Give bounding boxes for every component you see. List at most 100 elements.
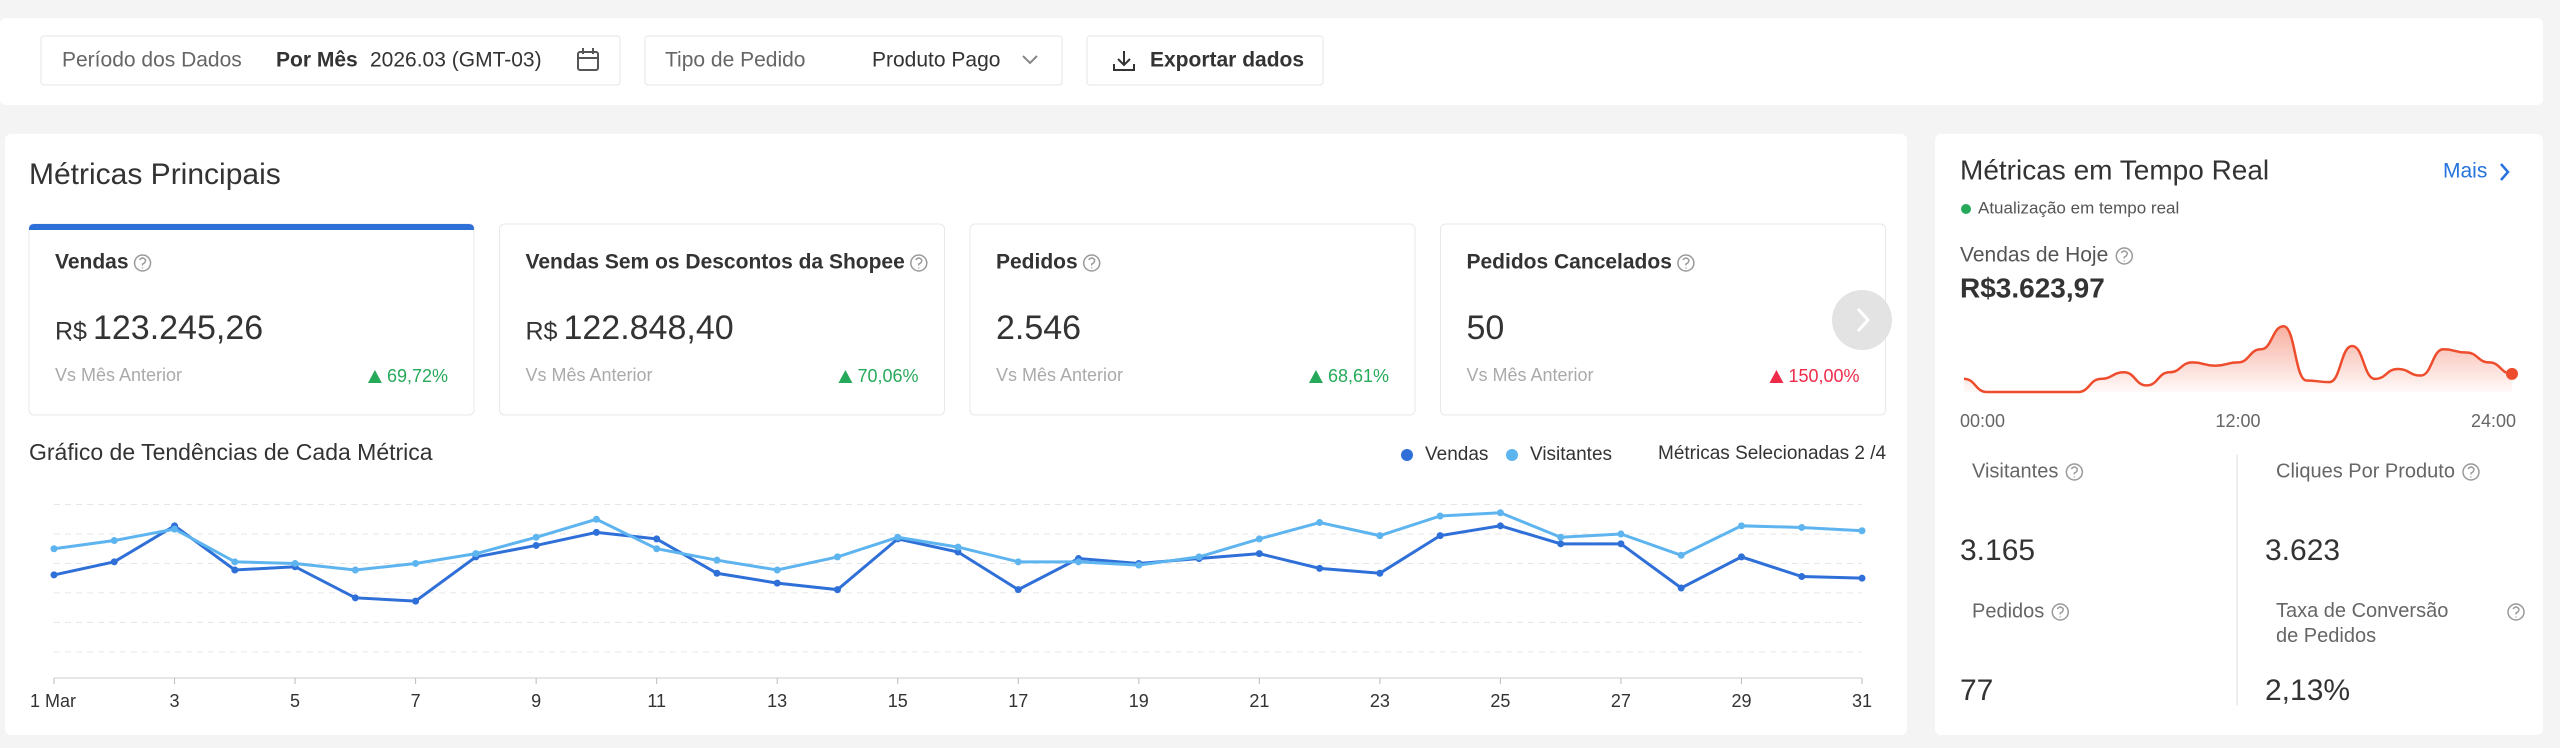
point [1436, 532, 1444, 540]
point [532, 533, 540, 541]
x-tick-label: 11 [647, 691, 666, 711]
help-glyph [138, 257, 147, 269]
x-tick-label: 27 [1611, 691, 1631, 711]
line [1963, 324, 2513, 394]
card-name: Vendas [55, 251, 129, 274]
label: Tipo de Pedido [665, 49, 806, 72]
next-button[interactable] [1832, 290, 1892, 350]
point [110, 537, 118, 545]
x-tick-label: 25 [1490, 691, 1510, 711]
point [1075, 558, 1083, 566]
point [50, 571, 58, 579]
point [472, 550, 480, 558]
help-icon [2115, 247, 2134, 265]
legend-dot [1506, 449, 1518, 461]
period-filter[interactable] [40, 35, 621, 86]
point [1617, 540, 1625, 548]
metric-value: R$3.623,97 [1960, 272, 2105, 303]
x-tick-label: 1 Mar [30, 691, 76, 711]
status: Atualização em tempo real [1978, 198, 2179, 217]
point [833, 586, 841, 594]
help-glyph [2512, 606, 2520, 618]
point [171, 525, 179, 533]
point [1316, 564, 1324, 572]
main-panel [5, 134, 1907, 735]
point [1677, 584, 1685, 592]
point [1557, 533, 1565, 541]
x-tick-label: 21 [1249, 691, 1269, 711]
point [592, 528, 600, 536]
order-type-value: Produto Pago [872, 49, 1000, 72]
label: Período dos Dados [62, 49, 242, 72]
panel-title: Métricas em Tempo Real [1960, 154, 2269, 185]
point [1496, 509, 1504, 517]
point [351, 594, 359, 602]
trend-arrow [367, 370, 382, 383]
x-tick-label: 12:00 [2215, 411, 2260, 431]
legend-label[interactable]: Vendas [1425, 444, 1488, 465]
help-glyph [2467, 466, 2475, 478]
compare-label: Vs Mês Anterior [526, 365, 653, 385]
card-name: Pedidos Cancelados [1467, 251, 1672, 274]
period-value: 2026.03 (GMT-03) [370, 49, 542, 72]
legend-dot [1401, 449, 1413, 461]
point [1316, 519, 1324, 527]
point [1255, 550, 1263, 558]
legend-label[interactable]: Visitantes [1530, 444, 1612, 465]
point [50, 545, 58, 553]
compare-label: Vs Mês Anterior [996, 365, 1123, 385]
metric-card[interactable] [969, 223, 1416, 416]
point [1737, 553, 1745, 561]
chevron [1022, 55, 1038, 65]
metric-label: Visitantes [1972, 460, 2058, 482]
point [653, 535, 661, 543]
help-icon [1082, 254, 1101, 272]
area [1964, 326, 2512, 392]
point [833, 553, 841, 561]
x-tick-label: 17 [1008, 691, 1028, 711]
card-value: 122.848,40 [563, 309, 733, 347]
help-glyph [915, 257, 923, 269]
order-type-filter[interactable] [644, 35, 1063, 86]
current-point [2506, 367, 2518, 380]
line: Taxa de Conversão [2276, 600, 2448, 622]
trend-arrow [1308, 370, 1323, 383]
download-icon [1113, 51, 1135, 71]
point [1557, 540, 1565, 548]
point [1014, 586, 1022, 594]
point [1737, 522, 1745, 530]
point [713, 569, 721, 577]
point [231, 566, 239, 574]
change: 69,72% [387, 366, 448, 386]
calendar-icon [577, 48, 599, 71]
compare-label: Vs Mês Anterior [55, 365, 182, 385]
help-icon [133, 254, 152, 272]
point [1677, 551, 1685, 559]
point [954, 548, 962, 556]
chevron [2500, 163, 2510, 181]
x-tick-label: 00:00 [1960, 411, 2005, 431]
point [592, 515, 600, 523]
export-button[interactable] [1086, 35, 1324, 86]
metric-card[interactable] [499, 223, 945, 416]
help-icon [2065, 463, 2084, 481]
more-link[interactable]: Mais [2443, 160, 2487, 183]
currency: R$ [526, 318, 558, 346]
x-tick-label: 31 [1852, 691, 1872, 711]
live-dot [1961, 204, 1971, 214]
metric-value: 3.623 [2265, 534, 2340, 567]
point [110, 558, 118, 566]
point [954, 543, 962, 551]
point [713, 556, 721, 564]
point [532, 541, 540, 549]
point [1255, 535, 1263, 543]
card-value: 50 [1467, 309, 1505, 347]
metric-label: Cliques Por Produto [2276, 460, 2455, 482]
realtime-panel [1935, 134, 2543, 735]
help-icon [1677, 254, 1695, 272]
panel-title: Métricas Principais [29, 158, 281, 191]
x-tick-label: 19 [1129, 691, 1149, 711]
help-glyph [2120, 250, 2129, 262]
metric-label: Pedidos [1972, 600, 2044, 622]
help-glyph [2056, 606, 2064, 618]
